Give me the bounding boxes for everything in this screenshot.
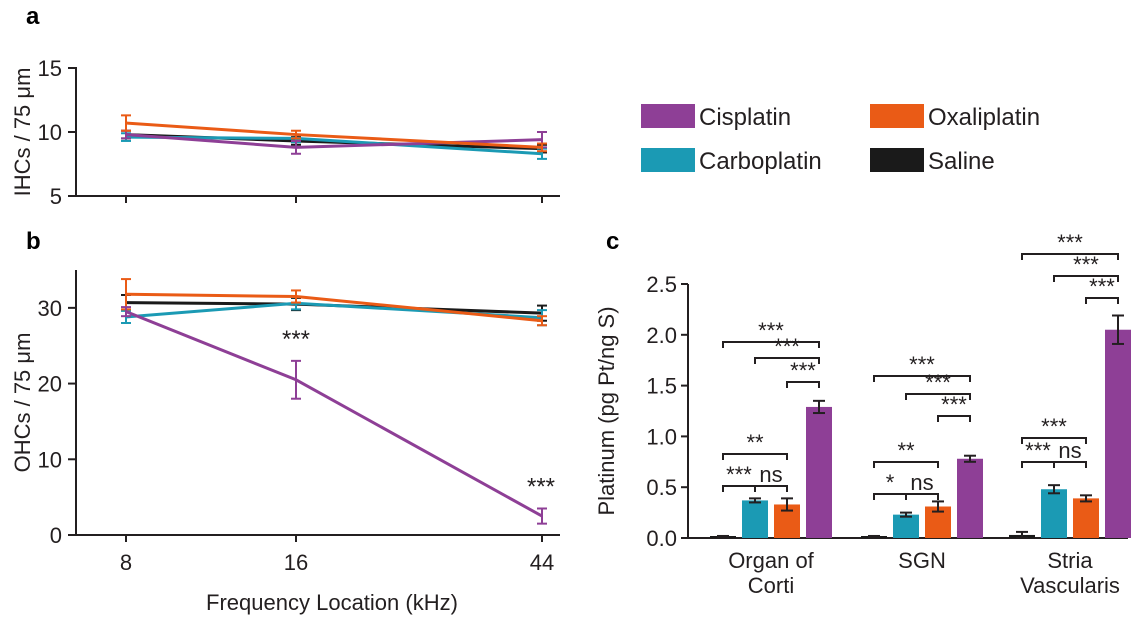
panel-b-significance-label: *** bbox=[282, 326, 310, 353]
panel-letter-b: b bbox=[26, 228, 41, 255]
panel-c-y-tick-label: 2.0 bbox=[646, 323, 677, 348]
panel-c-significance-label: ** bbox=[746, 430, 764, 455]
panel-b-y-tick-label: 0 bbox=[50, 523, 62, 548]
legend-label-cisplatin: Cisplatin bbox=[699, 104, 791, 131]
panel-c-category-label: Vascularis bbox=[1020, 573, 1120, 598]
panel-c-significance-bracket bbox=[905, 393, 971, 400]
panel-c-significance-bracket bbox=[1053, 275, 1119, 282]
panel-b-x-tick-label: 8 bbox=[120, 550, 132, 575]
panel-c-significance-bracket bbox=[873, 461, 939, 468]
panel-a-y-axis-title: IHCs / 75 μm bbox=[10, 68, 35, 197]
panel-a-y-tick-label: 10 bbox=[38, 120, 62, 145]
panel-c-significance-bracket bbox=[873, 375, 971, 382]
panel-b-x-axis-title: Frequency Location (kHz) bbox=[206, 590, 458, 615]
panel-b-y-tick-label: 30 bbox=[38, 296, 62, 321]
panel-c-category-label: Stria bbox=[1047, 548, 1093, 573]
panel-b-y-tick-label: 20 bbox=[38, 372, 62, 397]
panel-c-category-label: Corti bbox=[748, 573, 794, 598]
panel-c-significance-label: ** bbox=[897, 438, 915, 463]
panel-c-significance-label: *** bbox=[909, 352, 935, 377]
panel-c-significance-label: *** bbox=[925, 370, 951, 395]
panel-c-bar-cisplatin-organ-of-corti bbox=[806, 406, 832, 538]
panel-c-category-label: Organ of bbox=[728, 548, 814, 573]
panel-b-series-line-cisplatin bbox=[125, 310, 543, 518]
panel-b-x-tick-label: 44 bbox=[530, 550, 554, 575]
panel-c-significance-label: ns bbox=[759, 462, 782, 487]
panel-c-y-tick-label: 2.5 bbox=[646, 272, 677, 297]
legend-swatch-cisplatin bbox=[641, 104, 695, 128]
panel-c-significance-label: *** bbox=[1041, 414, 1067, 439]
legend-label-carboplatin: Carboplatin bbox=[699, 148, 822, 175]
panel-c-significance-bracket bbox=[786, 381, 820, 388]
legend-swatch-carboplatin bbox=[641, 148, 695, 172]
panel-b-y-axis-title: OHCs / 75 μm bbox=[10, 333, 35, 473]
panel-c-significance-label: ns bbox=[1058, 438, 1081, 463]
panel-c-significance-label: *** bbox=[790, 358, 816, 383]
panel-c-significance-label: *** bbox=[758, 318, 784, 343]
panel-c-category-label: SGN bbox=[898, 548, 946, 573]
panel-a-series-line-oxaliplatin bbox=[125, 121, 543, 149]
panel-c-significance-bracket bbox=[1021, 437, 1087, 444]
panel-c-bar-oxaliplatin-stria-vascularis bbox=[1073, 498, 1099, 538]
panel-b-significance-label: *** bbox=[527, 474, 555, 501]
panel-c-significance-bracket bbox=[754, 357, 820, 364]
panel-c-significance-bracket bbox=[1053, 461, 1087, 468]
panel-c-significance-label: *** bbox=[1057, 230, 1083, 255]
panel-c-significance-label: *** bbox=[1073, 252, 1099, 277]
panel-c-significance-label: *** bbox=[1025, 438, 1051, 463]
panel-c-bar-carboplatin-stria-vascularis bbox=[1041, 489, 1067, 538]
panel-c-significance-bracket bbox=[1085, 297, 1119, 304]
panel-c-significance-label: *** bbox=[774, 334, 800, 359]
panel-c-y-tick-label: 1.0 bbox=[646, 424, 677, 449]
panel-c-significance-label: *** bbox=[1089, 274, 1115, 299]
panel-c-significance-bracket bbox=[1021, 253, 1119, 260]
legend-swatch-saline bbox=[870, 148, 924, 172]
panel-c-significance-label: * bbox=[886, 470, 895, 495]
panel-c-significance-bracket bbox=[722, 341, 820, 348]
panel-c-y-axis-title: Platinum (pg Pt/ng S) bbox=[594, 306, 619, 515]
panel-c-y-tick-label: 0.5 bbox=[646, 475, 677, 500]
panel-b-y-tick-label: 10 bbox=[38, 447, 62, 472]
panel-a-y-tick-label: 5 bbox=[50, 184, 62, 209]
panel-c-bar-cisplatin-sgn bbox=[957, 458, 983, 538]
legend-label-oxaliplatin: Oxaliplatin bbox=[928, 104, 1040, 131]
panel-c-y-tick-label: 0.0 bbox=[646, 526, 677, 551]
legend-label-saline: Saline bbox=[928, 148, 995, 175]
panel-letter-a: a bbox=[26, 3, 40, 30]
panel-c-bar-carboplatin-sgn bbox=[893, 514, 919, 538]
panel-c-significance-bracket bbox=[754, 485, 788, 492]
panel-c-significance-bracket bbox=[937, 415, 971, 422]
panel-a-y-tick-label: 15 bbox=[38, 56, 62, 81]
panel-c-significance-bracket bbox=[905, 493, 939, 500]
panel-c-significance-label: *** bbox=[726, 462, 752, 487]
panel-c-significance-label: *** bbox=[941, 392, 967, 417]
panel-b-series-line-oxaliplatin bbox=[125, 292, 543, 323]
panel-c-y-tick-label: 1.5 bbox=[646, 374, 677, 399]
panel-letter-c: c bbox=[606, 228, 619, 255]
panel-c-significance-bracket bbox=[722, 453, 788, 460]
panel-c-significance-label: ns bbox=[910, 470, 933, 495]
panel-c-bar-carboplatin-organ-of-corti bbox=[742, 500, 768, 538]
panel-c-bar-cisplatin-stria-vascularis bbox=[1105, 329, 1131, 538]
legend-swatch-oxaliplatin bbox=[870, 104, 924, 128]
panel-b-x-tick-label: 16 bbox=[284, 550, 308, 575]
